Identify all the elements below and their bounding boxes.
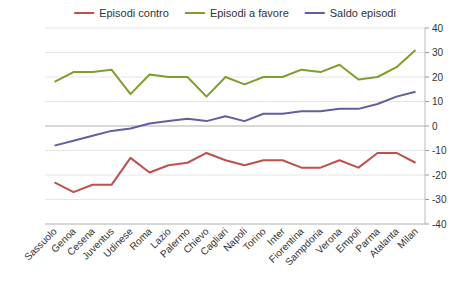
grid-line — [45, 199, 425, 200]
legend-label: Episodi contro — [99, 7, 169, 19]
lines — [55, 50, 416, 192]
chart-container: -40 -30 -20 -10 0 10 20 30 40 SassuoloGenoaCesena… — [0, 0, 459, 286]
legend-item: Episodi contro — [74, 7, 169, 19]
legend: Episodi contro Episodi a favore Saldo epis… — [74, 7, 396, 19]
grid-line — [45, 52, 425, 53]
tick-mark — [425, 126, 429, 127]
tick-mark — [425, 28, 429, 29]
series-line — [55, 92, 416, 146]
legend-swatch — [305, 12, 325, 14]
tick-mark — [425, 77, 429, 78]
tick-label: 10 — [432, 96, 444, 107]
x-axis: SassuoloGenoaCesenaJuventusUdineseRomaLa… — [22, 224, 425, 268]
tick-label: -30 — [432, 194, 447, 205]
tick-mark — [425, 150, 429, 151]
x-axis-line — [45, 224, 425, 225]
grid-line — [45, 126, 425, 127]
legend-label: Episodi a favore — [210, 7, 289, 19]
legend-swatch — [185, 12, 205, 14]
tick-mark — [425, 224, 429, 225]
legend-item: Episodi a favore — [185, 7, 289, 19]
legend-swatch — [74, 12, 94, 14]
legend-item: Saldo episodi — [305, 7, 396, 19]
tick-mark — [425, 52, 429, 53]
series-line — [55, 50, 416, 97]
category-label: Milan — [395, 226, 420, 251]
y-axis: -40 -30 -20 -10 0 10 20 30 40 — [425, 23, 447, 230]
chart-svg: -40 -30 -20 -10 0 10 20 30 40 SassuoloGenoaCesena… — [0, 0, 459, 286]
tick-label: -10 — [432, 145, 447, 156]
grid-line — [45, 224, 425, 225]
grid-line — [45, 101, 425, 102]
tick-mark — [425, 175, 429, 176]
tick-label: -20 — [432, 170, 447, 181]
grid — [45, 28, 425, 224]
tick-label: 30 — [432, 47, 444, 58]
grid-line — [45, 28, 425, 29]
category-label: Roma — [127, 225, 154, 252]
grid-line — [45, 150, 425, 151]
legend-label: Saldo episodi — [330, 7, 396, 19]
tick-label: 20 — [432, 72, 444, 83]
series-line — [55, 153, 416, 192]
tick-label: -40 — [432, 219, 447, 230]
y-axis-line — [425, 28, 426, 224]
category-label: Torino — [241, 225, 268, 252]
tick-mark — [425, 101, 429, 102]
tick-label: 40 — [432, 23, 444, 34]
grid-line — [45, 175, 425, 176]
tick-mark — [425, 199, 429, 200]
tick-label: 0 — [432, 121, 438, 132]
